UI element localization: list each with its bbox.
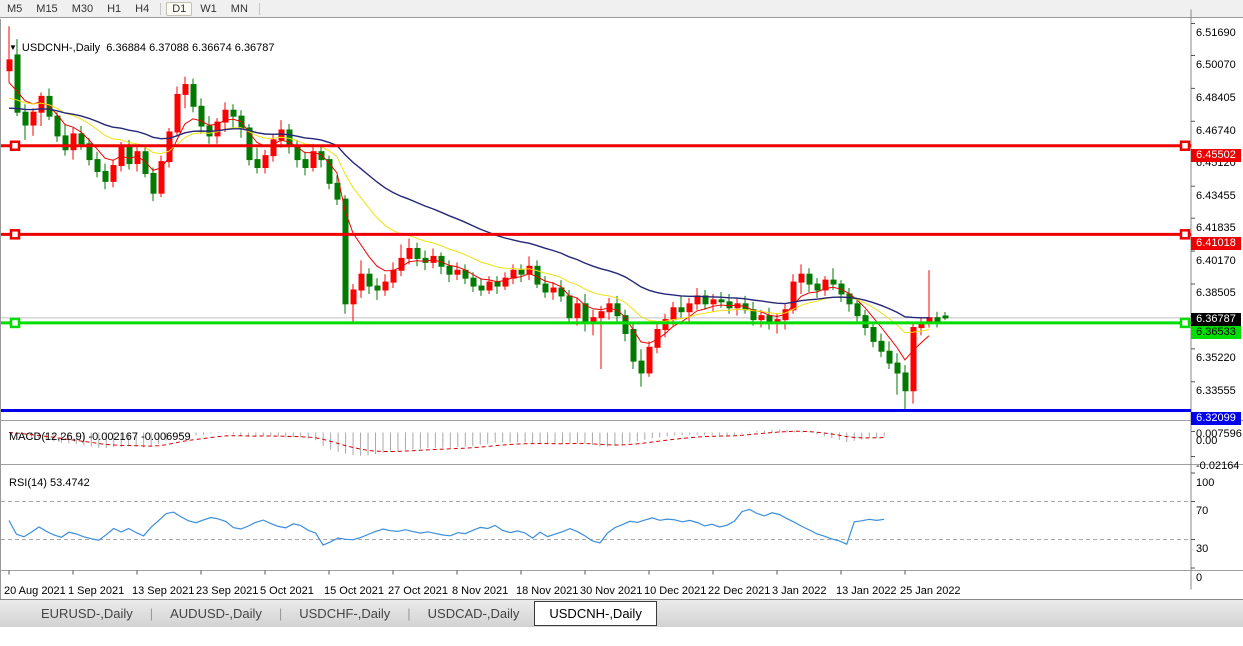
price-axis-label: 6.48405 bbox=[1196, 91, 1236, 104]
toolbar-divider bbox=[258, 2, 260, 15]
tab-eurusd-daily[interactable]: EURUSD-,Daily bbox=[41, 606, 133, 621]
rsi-line bbox=[8, 508, 885, 546]
price-badge-level: 6.41018 bbox=[1191, 237, 1241, 250]
price-axis-label: 6.50070 bbox=[1196, 59, 1236, 71]
macd-axis-label: 0.00 bbox=[1196, 435, 1218, 447]
ohlc-high: 6.37088 bbox=[149, 42, 189, 54]
date-axis-label: 10 Dec 2021 bbox=[644, 585, 707, 597]
timeframe-h1[interactable]: H1 bbox=[107, 2, 122, 15]
ma-fast-line bbox=[8, 82, 930, 361]
level-handle[interactable] bbox=[9, 317, 21, 329]
ohlc-close: 6.36787 bbox=[234, 42, 275, 54]
date-axis-label: 23 Sep 2021 bbox=[196, 585, 259, 597]
timeframe-toolbar: M5 M15 M30 H1 H4 D1 W1 MN bbox=[0, 0, 1243, 18]
rsi-axis-label: 30 bbox=[1196, 543, 1209, 555]
date-axis-label: 27 Oct 2021 bbox=[388, 585, 448, 597]
macd-histogram bbox=[30, 429, 885, 456]
price-badge-level: 6.45502 bbox=[1191, 149, 1241, 162]
level-handle[interactable] bbox=[1179, 140, 1191, 151]
price-axis-label: 6.46740 bbox=[1196, 124, 1236, 137]
price-axis-label: 6.40170 bbox=[1196, 254, 1236, 267]
date-axis-label: 3 Jan 2022 bbox=[772, 585, 827, 597]
pane-separators bbox=[1, 9, 1243, 590]
price-badge-level: 6.36533 bbox=[1191, 326, 1241, 339]
date-axis-label: 8 Nov 2021 bbox=[452, 585, 509, 597]
date-axis-label: 13 Sep 2021 bbox=[132, 585, 195, 597]
rsi-indicator-label: RSI(14) 53.4742 bbox=[9, 477, 90, 489]
rsi-axis-label: 100 bbox=[1196, 476, 1215, 489]
rsi-level-lines bbox=[1, 501, 1189, 540]
date-axis-label: 13 Jan 2022 bbox=[836, 585, 897, 597]
ma-medium-line bbox=[8, 97, 930, 334]
timeframe-m15[interactable]: M15 bbox=[36, 2, 58, 15]
date-axis-label: 20 Aug 2021 bbox=[4, 585, 66, 597]
toolbar-divider bbox=[160, 2, 162, 15]
price-badge-current: 6.36787 bbox=[1191, 313, 1241, 326]
date-axis-label: 30 Nov 2021 bbox=[580, 585, 643, 597]
ohlc-low: 6.36674 bbox=[191, 42, 232, 54]
timeframe-m30[interactable]: M30 bbox=[71, 2, 94, 15]
date-axis-label: 18 Nov 2021 bbox=[516, 585, 579, 597]
level-handle[interactable] bbox=[9, 229, 21, 240]
chart-symbol-header: ▼ USDCNH-,Daily 6.36884 6.37088 6.36674 6… bbox=[9, 42, 275, 54]
price-badge-level: 6.32099 bbox=[1191, 412, 1241, 425]
symbol-collapse-icon[interactable]: ▼ bbox=[9, 43, 17, 52]
price-axis-label: 6.33555 bbox=[1196, 385, 1236, 398]
timeframe-d1[interactable]: D1 bbox=[166, 1, 193, 16]
ohlc-open: 6.36884 bbox=[106, 42, 147, 54]
date-axis-label: 22 Dec 2021 bbox=[708, 585, 771, 597]
macd-indicator-label: MACD(12,26,9) -0.002167 -0.006959 bbox=[9, 431, 191, 443]
tab-divider: | bbox=[407, 606, 411, 621]
tab-divider: | bbox=[149, 606, 154, 621]
timeframe-w1[interactable]: W1 bbox=[200, 2, 217, 15]
price-axis-label: 6.43455 bbox=[1196, 189, 1236, 202]
tab-audusd-daily[interactable]: AUDUSD-,Daily bbox=[170, 606, 262, 621]
symbol-label: USDCNH-,Daily bbox=[21, 42, 101, 54]
macd-axis-label: 0.007596 bbox=[1196, 428, 1242, 440]
timeframe-mn[interactable]: MN bbox=[230, 2, 248, 15]
timeframe-m5[interactable]: M5 bbox=[7, 2, 23, 15]
date-axis-label: 25 Jan 2022 bbox=[900, 585, 961, 597]
price-axis-label: 6.51690 bbox=[1196, 27, 1236, 39]
price-axis-label: 6.35220 bbox=[1196, 352, 1236, 365]
rsi-axis-label: 0 bbox=[1196, 571, 1203, 584]
axis-ticks bbox=[8, 23, 1195, 575]
level-handle[interactable] bbox=[1179, 317, 1191, 329]
ma-slow-line bbox=[8, 107, 929, 319]
timeframe-h4[interactable]: H4 bbox=[135, 2, 150, 15]
date-axis-label: 15 Oct 2021 bbox=[324, 585, 384, 597]
chart-window[interactable]: ▼ USDCNH-,Daily 6.36884 6.37088 6.36674 6… bbox=[0, 9, 1243, 599]
price-axis-label: 6.38505 bbox=[1196, 287, 1236, 300]
level-handle[interactable] bbox=[1179, 229, 1191, 240]
mt4-window: M5 M15 M30 H1 H4 D1 W1 MN ▼ USDCNH-,Daily 6.3688… bbox=[0, 0, 1243, 627]
tab-divider: | bbox=[278, 606, 283, 621]
macd-axis-label: -0.02164 bbox=[1196, 460, 1240, 472]
date-axis-label: 1 Sep 2021 bbox=[68, 585, 125, 597]
tab-usdcnh-daily[interactable]: USDCNH-,Daily bbox=[534, 601, 657, 626]
price-axis-label: 6.41835 bbox=[1196, 221, 1236, 234]
tab-usdchf-daily[interactable]: USDCHF-,Daily bbox=[299, 606, 391, 621]
level-handle[interactable] bbox=[9, 140, 21, 151]
date-axis-label: 5 Oct 2021 bbox=[260, 585, 314, 597]
rsi-axis-label: 70 bbox=[1196, 505, 1209, 517]
tab-usdcad-daily[interactable]: USDCAD-,Daily bbox=[427, 606, 520, 621]
candles-layer bbox=[6, 26, 949, 412]
chart-tab-bar: EURUSD-,Daily | AUDUSD-,Daily | USDCHF-,Dail… bbox=[0, 599, 1243, 627]
